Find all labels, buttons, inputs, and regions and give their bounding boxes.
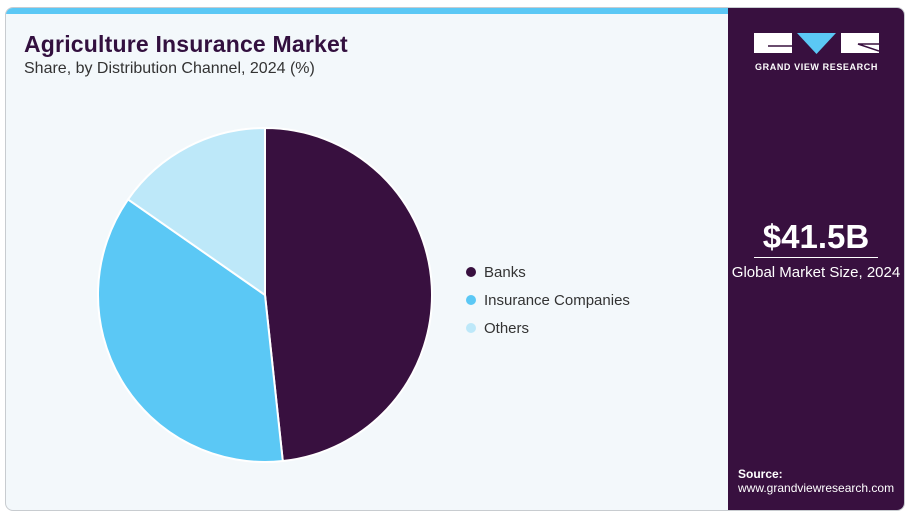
source-url[interactable]: www.grandviewresearch.com bbox=[738, 481, 895, 495]
source: Source: www.grandviewresearch.com bbox=[738, 467, 894, 495]
legend-label: Insurance Companies bbox=[484, 291, 630, 309]
chart-title: Agriculture Insurance Market bbox=[24, 31, 348, 57]
pie-slice-insurance-companies bbox=[97, 198, 284, 463]
chart-subtitle: Share, by Distribution Channel, 2024 (%) bbox=[24, 60, 315, 77]
pie-slice-others bbox=[126, 126, 266, 297]
chart-card: Agriculture Insurance Market Share, by D… bbox=[5, 7, 905, 511]
accent-stripe bbox=[6, 8, 728, 14]
legend-label: Banks bbox=[484, 263, 526, 281]
market-size-label: Global Market Size, 2024 bbox=[731, 264, 901, 281]
legend-item: Insurance Companies bbox=[466, 286, 630, 314]
legend: Banks Insurance Companies Others bbox=[466, 258, 630, 342]
legend-label: Others bbox=[484, 319, 530, 337]
pie-chart bbox=[97, 126, 433, 463]
brand-logo: GRAND VIEW RESEARCH bbox=[754, 30, 880, 72]
source-label: Source: bbox=[738, 467, 783, 481]
market-size-value: $41.5B bbox=[762, 218, 870, 255]
divider bbox=[754, 257, 878, 258]
legend-dot-icon bbox=[466, 267, 476, 277]
legend-item: Banks bbox=[466, 258, 630, 286]
legend-item: Others bbox=[466, 314, 630, 342]
legend-dot-icon bbox=[466, 323, 476, 333]
legend-dot-icon bbox=[466, 295, 476, 305]
side-panel: GRAND VIEW RESEARCH $41.5B Global Market… bbox=[728, 8, 904, 510]
pie-slice-banks bbox=[264, 126, 433, 463]
logo-mark-icon bbox=[754, 33, 880, 54]
brand-name: GRAND VIEW RESEARCH bbox=[755, 62, 878, 72]
